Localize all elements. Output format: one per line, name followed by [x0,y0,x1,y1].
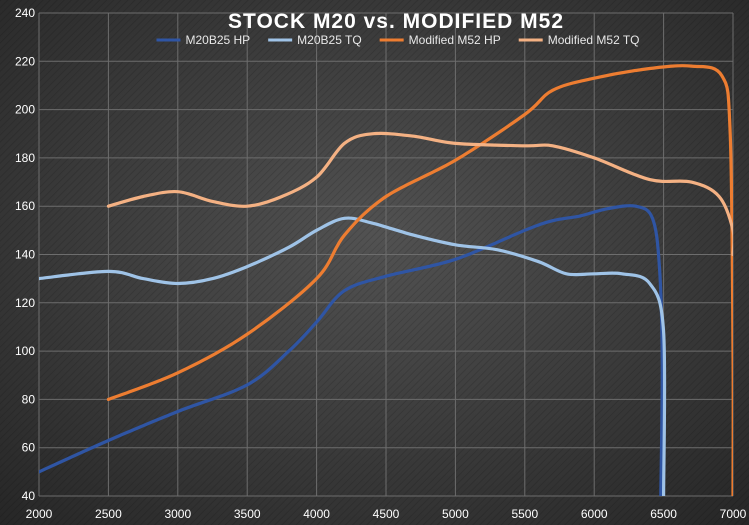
y-tick-label: 120 [15,296,35,310]
series-line-m20b25-hp [39,204,664,496]
y-tick-label: 160 [15,199,35,213]
x-tick-label: 4500 [373,507,400,521]
axis-labels: 40 60 80 100 120 140 160 180 200 220 240 2000 2500 30… [15,6,747,521]
x-tick-label: 3500 [234,507,261,521]
x-tick-label: 3000 [164,507,191,521]
y-tick-label: 100 [15,344,35,358]
y-tick-label: 240 [15,6,35,20]
legend-label-modified-m52-hp: Modified M52 HP [409,33,501,47]
y-tick-label: 200 [15,103,35,117]
x-tick-label: 5000 [442,507,469,521]
y-tick-label: 40 [22,489,36,503]
series-line-modified-m52-hp [106,64,733,496]
y-tick-label: 60 [22,441,36,455]
legend-label-m20b25-tq: M20B25 TQ [297,33,361,47]
x-tick-label: 7000 [720,507,747,521]
x-tick-label: 2000 [26,507,53,521]
y-tick-label: 140 [15,248,35,262]
x-tick-label: 2500 [95,507,122,521]
x-tick-label: 6500 [650,507,677,521]
chart-title: STOCK M20 vs. MODIFIED M52 [228,10,564,33]
y-tick-label: 220 [15,54,35,68]
x-tick-label: 5500 [511,507,538,521]
legend-label-m20b25-hp: M20B25 HP [185,33,250,47]
series-lines [39,64,733,496]
x-tick-label: 4000 [303,507,330,521]
x-tick-label: 6000 [581,507,608,521]
legend: M20B25 HP M20B25 TQ Modified M52 HP Modifie… [156,33,640,47]
legend-label-modified-m52-tq: Modified M52 TQ [548,33,640,47]
y-tick-label: 180 [15,151,35,165]
series-line-m20b25-tq [39,216,667,496]
series-line-modified-m52-tq [106,131,733,257]
y-tick-label: 80 [22,392,36,406]
